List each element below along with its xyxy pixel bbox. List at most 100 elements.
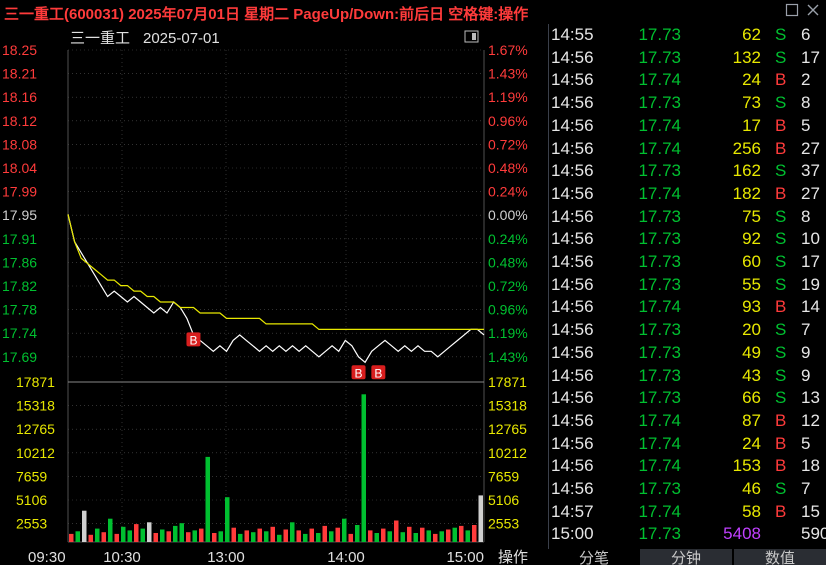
tick-volume: 73 — [742, 93, 761, 113]
tick-count: 18 — [801, 456, 820, 476]
volume-bar — [153, 533, 158, 542]
volume-bar — [446, 529, 451, 542]
tick-row: 14:56 17.74 17 B 5 — [549, 115, 826, 138]
volume-tick-label-left: 7659 — [16, 468, 47, 484]
tick-volume: 5408 — [723, 524, 761, 544]
tick-time: 14:57 — [551, 501, 594, 521]
tick-price: 17.74 — [638, 501, 681, 521]
price-line — [67, 214, 485, 364]
volume-bar — [199, 528, 204, 542]
buy-marker: B — [351, 365, 366, 380]
volume-tick-label-right: 2553 — [488, 516, 519, 532]
tick-volume: 24 — [742, 70, 761, 90]
volume-bar — [192, 530, 197, 542]
volume-tick-label-right: 12765 — [488, 421, 527, 437]
tick-volume: 87 — [742, 410, 761, 430]
tick-row: 14:57 17.74 58 B 15 — [549, 501, 826, 524]
close-icon[interactable] — [804, 2, 822, 20]
tick-volume: 43 — [742, 365, 761, 385]
volume-bar — [251, 532, 256, 542]
volume-bar — [69, 533, 74, 542]
volume-bar — [127, 530, 132, 542]
tick-time: 14:56 — [551, 206, 594, 226]
volume-bar — [264, 531, 269, 542]
volume-bar — [270, 526, 275, 542]
pct-tick-label: 0.48% — [488, 160, 528, 176]
tick-price: 17.73 — [638, 388, 681, 408]
tick-row: 14:56 17.73 73 S 8 — [549, 92, 826, 115]
tab-2[interactable]: 数值 — [734, 549, 826, 565]
intraday-chart[interactable]: 三一重工 2025-07-01 18.25 1.67% 18.21 1.43% 18.16 1… — [0, 24, 548, 565]
tick-volume: 20 — [742, 320, 761, 340]
volume-bar — [244, 530, 249, 542]
tick-count: 2 — [801, 70, 811, 90]
time-tick-label: 10:30 — [103, 549, 141, 565]
tick-volume: 162 — [732, 161, 761, 181]
tick-count: 590 — [801, 524, 826, 544]
tick-list[interactable]: 14:55 17.73 62 S 6 14:56 17.73 132 S 17 14:56 17.74… — [548, 24, 826, 549]
volume-bar — [348, 533, 353, 542]
tick-volume: 60 — [742, 252, 761, 271]
pct-tick-label: 0.72% — [488, 278, 528, 294]
tick-side: S — [775, 365, 787, 385]
tick-count: 8 — [801, 206, 811, 226]
volume-bar — [238, 533, 243, 542]
tick-row: 15:00 17.73 5408 590 — [549, 523, 826, 546]
tick-volume: 55 — [742, 274, 761, 294]
tab-0[interactable]: 分笔 — [548, 549, 640, 565]
restore-icon[interactable] — [783, 2, 801, 20]
volume-bar — [140, 528, 145, 542]
tick-side: B — [775, 297, 787, 317]
volume-bar — [82, 510, 87, 542]
tick-price: 17.73 — [638, 342, 681, 362]
tick-volume: 256 — [732, 138, 761, 158]
tick-row: 14:56 17.73 132 S 17 — [549, 47, 826, 70]
tick-count: 7 — [801, 479, 811, 498]
volume-bar — [225, 497, 230, 542]
volume-bar — [342, 518, 347, 542]
action-label: 操作 — [498, 549, 528, 565]
volume-bar — [290, 522, 295, 542]
tick-count: 5 — [801, 433, 811, 453]
tick-price: 17.74 — [638, 138, 681, 158]
tick-time: 14:56 — [551, 115, 594, 135]
buy-marker-label: B — [374, 366, 382, 380]
tick-time: 14:56 — [551, 410, 594, 430]
volume-bar — [303, 533, 308, 542]
tick-time: 14:56 — [551, 274, 594, 294]
tick-volume: 93 — [742, 297, 761, 317]
volume-bar — [420, 527, 425, 542]
volume-tick-label-right: 15318 — [488, 398, 527, 414]
volume-bar — [88, 534, 93, 542]
tab-1[interactable]: 分钟 — [640, 549, 732, 565]
price-tick-label: 17.78 — [2, 302, 37, 318]
tick-side: S — [775, 274, 787, 294]
tick-count: 17 — [801, 252, 820, 271]
tick-time: 14:56 — [551, 342, 594, 362]
volume-bar — [452, 527, 457, 542]
volume-bar — [394, 520, 399, 542]
tick-row: 14:56 17.74 182 B 27 — [549, 183, 826, 206]
tick-row: 14:56 17.73 66 S 13 — [549, 387, 826, 410]
pct-tick-label: 0.48% — [488, 254, 528, 270]
tick-volume: 24 — [742, 433, 761, 453]
volume-bar — [374, 533, 379, 542]
panel-toggle-icon[interactable] — [464, 30, 479, 43]
tick-row: 14:55 17.73 62 S 6 — [549, 24, 826, 47]
tick-row: 14:56 17.73 60 S 17 — [549, 251, 826, 274]
volume-bar — [101, 532, 106, 542]
volume-tick-label-left: 12765 — [16, 421, 55, 437]
tick-side: B — [775, 70, 787, 90]
tick-volume: 132 — [732, 47, 761, 67]
volume-bar — [121, 526, 126, 542]
volume-bar — [387, 531, 392, 542]
tick-time: 15:00 — [551, 524, 594, 544]
tick-count: 27 — [801, 138, 820, 158]
price-tick-label: 18.04 — [2, 160, 37, 176]
price-tick-label: 17.74 — [2, 325, 37, 341]
tick-volume: 92 — [742, 229, 761, 249]
volume-tick-label-right: 7659 — [488, 468, 519, 484]
volume-bar — [257, 528, 262, 542]
volume-tick-label-right: 10212 — [488, 445, 527, 461]
tick-count: 37 — [801, 161, 820, 181]
